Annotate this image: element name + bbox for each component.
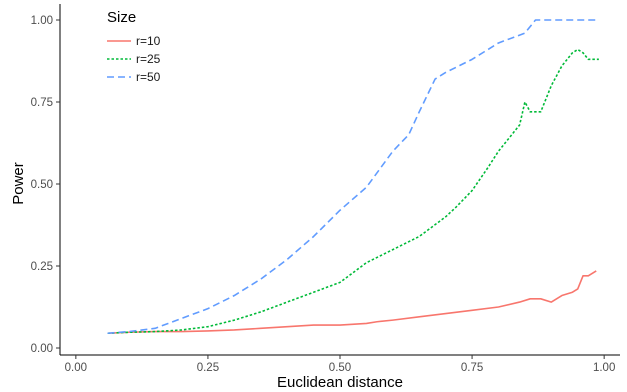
y-tick-label: 0.75 — [31, 97, 53, 109]
legend-label: r=50 — [136, 70, 161, 84]
series-line-r-10 — [107, 270, 597, 335]
legend-label: r=10 — [136, 34, 161, 48]
x-tick-label: 0.00 — [65, 362, 87, 374]
x-tick-label: 0.50 — [329, 362, 351, 374]
labels-layer: 0.00 0.25 0.50 0.75 1.00 0.00 0.25 0.50 0.75 1.00… — [10, 15, 615, 391]
series-layer — [107, 19, 599, 335]
x-axis-title: Euclidean distance — [277, 374, 403, 391]
x-tick-label: 0.25 — [197, 362, 219, 374]
x-tick-label: 1.00 — [593, 362, 615, 374]
y-tick-label: 0.50 — [31, 179, 53, 191]
axes-layer — [56, 4, 620, 359]
y-tick-label: 0.00 — [31, 343, 53, 355]
series-line-r-25 — [107, 48, 599, 335]
y-axis-title: Power — [10, 162, 27, 205]
legend-title: Size — [107, 9, 136, 26]
series-line-r-50 — [107, 19, 599, 335]
y-tick-label: 1.00 — [31, 15, 53, 27]
x-tick-label: 0.75 — [461, 362, 483, 374]
legend-label: r=25 — [136, 52, 161, 66]
y-tick-label: 0.25 — [31, 261, 53, 273]
